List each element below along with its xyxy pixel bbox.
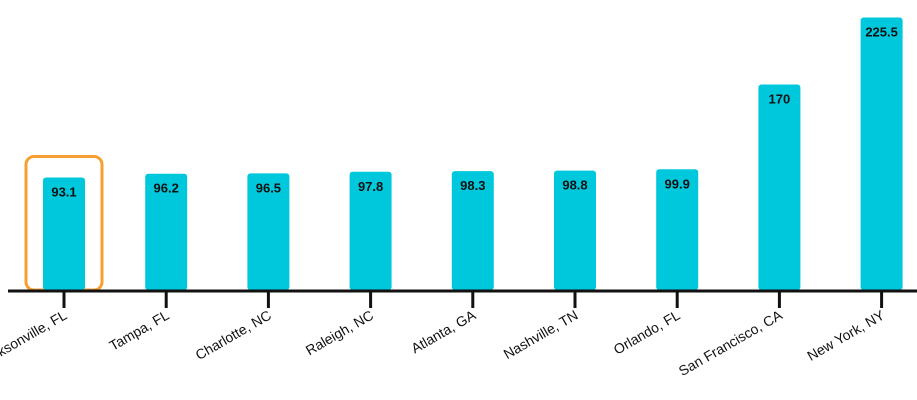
x-tick-label: Raleigh, NC: [303, 307, 376, 359]
bar: [860, 17, 903, 291]
x-tick-label: Orlando, FL: [611, 307, 683, 358]
data-label: 96.2: [154, 181, 179, 196]
bar: [451, 171, 494, 290]
bar: [554, 170, 596, 290]
x-tick-label: Jacksonville, FL: [0, 307, 70, 371]
data-label: 170: [769, 92, 791, 107]
data-label: 98.3: [460, 178, 485, 193]
x-tick-label: New York, NY: [804, 306, 887, 363]
data-label: 96.5: [256, 180, 281, 195]
x-tick-label: San Francisco, CA: [676, 306, 786, 379]
x-tick-label: Atlanta, GA: [408, 306, 479, 356]
x-tick-label: Tampa, FL: [106, 307, 171, 354]
data-label: 97.8: [358, 179, 383, 194]
bar: [758, 84, 801, 291]
bar: [145, 173, 188, 290]
data-label: 93.1: [51, 184, 76, 199]
data-label: 225.5: [865, 24, 898, 39]
bar: [349, 171, 392, 290]
data-label: 99.9: [665, 176, 690, 191]
bar: [247, 173, 290, 290]
data-label: 98.8: [562, 178, 587, 193]
bar: [43, 177, 85, 290]
bar: [656, 169, 699, 290]
x-tick-label: Charlotte, NC: [192, 307, 273, 363]
x-tick-label: Nashville, TN: [501, 307, 581, 362]
